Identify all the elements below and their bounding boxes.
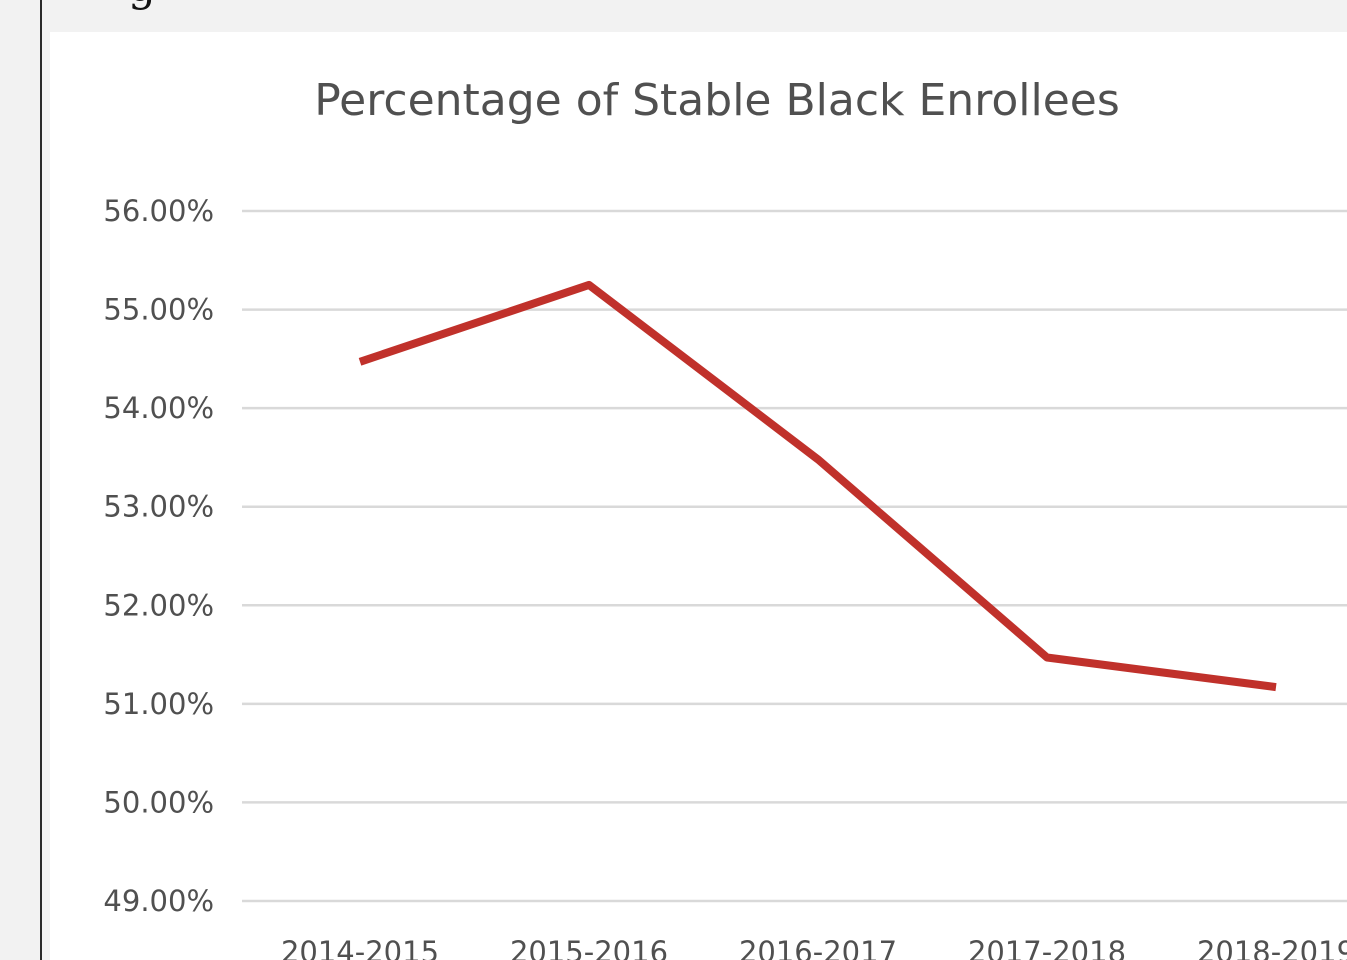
- line-chart: Percentage of Stable Black Enrollees 49.…: [103, 75, 1347, 960]
- chart-panel: Percentage of Stable Black Enrollees 49.…: [50, 32, 1347, 960]
- y-tick-label: 56.00%: [103, 194, 214, 228]
- cropped-heading-text: g: [128, 0, 156, 8]
- gridlines: [242, 209, 1347, 903]
- x-tick-label: 2018-2019: [1197, 935, 1347, 960]
- x-tick-label: 2014-2015: [281, 935, 439, 960]
- y-tick-label: 50.00%: [103, 785, 214, 819]
- y-tick-label: 52.00%: [103, 588, 214, 622]
- y-tick-label: 53.00%: [103, 490, 214, 524]
- y-tick-label: 54.00%: [103, 391, 214, 425]
- x-tick-label: 2015-2016: [510, 935, 668, 960]
- y-tick-label: 51.00%: [103, 687, 214, 721]
- series-group: [358, 280, 1277, 692]
- y-tick-label: 55.00%: [103, 293, 214, 327]
- y-tick-label: 49.00%: [103, 884, 214, 918]
- series-line: [358, 280, 1277, 692]
- x-tick-label: 2017-2018: [968, 935, 1126, 960]
- left-border-line: [40, 0, 42, 960]
- x-axis-tick-labels: 2014-2015 2015-2016 2016-2017 2017-2018 2018…: [281, 935, 1347, 960]
- chart-title: Percentage of Stable Black Enrollees: [314, 75, 1120, 126]
- x-tick-label: 2016-2017: [739, 935, 897, 960]
- y-axis-tick-labels: 49.00% 50.00% 51.00% 52.00% 53.00% 54.00% 55.0…: [103, 194, 214, 918]
